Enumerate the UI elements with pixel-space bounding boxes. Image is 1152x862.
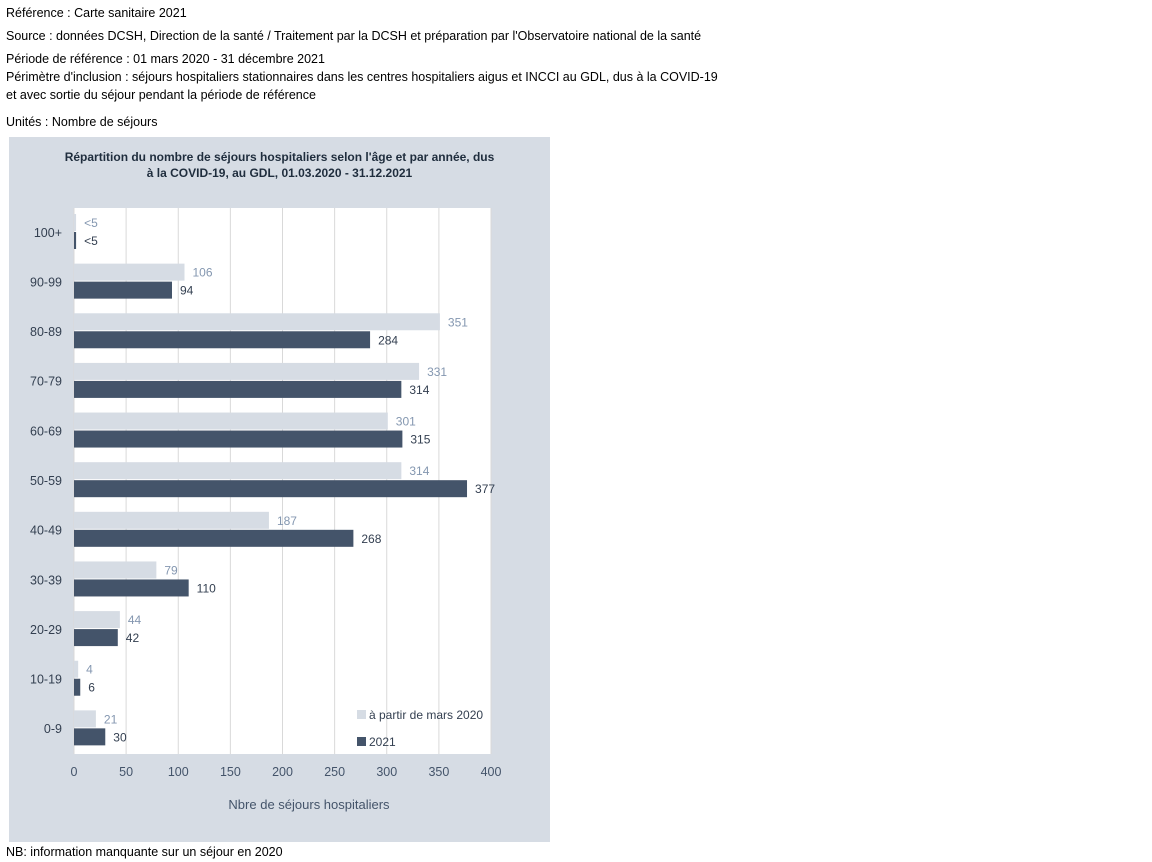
bar-2021 bbox=[74, 430, 403, 448]
data-label-2020: 187 bbox=[277, 514, 297, 528]
data-label-2020: 351 bbox=[448, 315, 468, 329]
data-label-2020: 106 bbox=[193, 266, 213, 280]
y-category-label: 60-69 bbox=[30, 424, 62, 438]
bar-2021 bbox=[74, 529, 354, 547]
legend-swatch-2021 bbox=[357, 737, 366, 746]
x-tick-label: 0 bbox=[71, 765, 78, 779]
scope-line-2: et avec sortie du séjour pendant la péri… bbox=[6, 88, 316, 102]
data-label-2020: 44 bbox=[128, 613, 142, 627]
y-category-label: 50-59 bbox=[30, 474, 62, 488]
data-label-2020: 79 bbox=[164, 563, 178, 577]
data-label-2021: 314 bbox=[409, 383, 429, 397]
bar-2020 bbox=[74, 660, 79, 678]
x-tick-label: 350 bbox=[428, 765, 449, 779]
y-category-label: 90-99 bbox=[30, 275, 62, 289]
source-line: Source : données DCSH, Direction de la s… bbox=[6, 29, 702, 43]
bar-2020 bbox=[74, 313, 440, 331]
x-tick-label: 250 bbox=[324, 765, 345, 779]
x-axis-label: Nbre de séjours hospitaliers bbox=[228, 797, 390, 812]
bar-2020 bbox=[74, 462, 402, 480]
data-label-2020: 301 bbox=[396, 415, 416, 429]
bar-2021 bbox=[74, 480, 468, 498]
bar-2021 bbox=[74, 579, 189, 597]
bar-2021 bbox=[74, 232, 77, 249]
bar-2020 bbox=[74, 263, 185, 281]
data-label-2021: 30 bbox=[113, 730, 127, 744]
bar-2021 bbox=[74, 678, 81, 696]
legend-label-2021: 2021 bbox=[369, 735, 396, 749]
y-category-label: 10-19 bbox=[30, 673, 62, 687]
bar-2021 bbox=[74, 281, 172, 299]
chart-frame: Répartition du nombre de séjours hospita… bbox=[9, 137, 550, 842]
legend-swatch-2020 bbox=[357, 710, 366, 719]
x-tick-label: 100 bbox=[168, 765, 189, 779]
data-label-2020: 331 bbox=[427, 365, 447, 379]
y-category-label: 80-89 bbox=[30, 325, 62, 339]
data-label-2021: 315 bbox=[410, 433, 430, 447]
x-tick-label: 400 bbox=[481, 765, 502, 779]
y-category-label: 40-49 bbox=[30, 524, 62, 538]
bar-2020 bbox=[74, 611, 120, 629]
data-label-2020: <5 bbox=[84, 216, 98, 230]
period-line: Période de référence : 01 mars 2020 - 31… bbox=[6, 52, 325, 66]
bar-2020 bbox=[74, 511, 269, 529]
bar-2021 bbox=[74, 331, 371, 349]
footnote: NB: information manquante sur un séjour … bbox=[6, 845, 283, 859]
chart-title-line-2: à la COVID-19, au GDL, 01.03.2020 - 31.1… bbox=[146, 166, 413, 180]
scope-line-1: Périmètre d'inclusion : séjours hospital… bbox=[6, 70, 718, 84]
chart-title: Répartition du nombre de séjours hospita… bbox=[9, 149, 550, 181]
y-category-label: 20-29 bbox=[30, 623, 62, 637]
data-label-2021: 284 bbox=[378, 333, 398, 347]
data-label-2020: 21 bbox=[104, 712, 118, 726]
bar-2021 bbox=[74, 380, 402, 398]
data-label-2021: 6 bbox=[88, 681, 95, 695]
bar-2020 bbox=[74, 412, 388, 430]
data-label-2021: 268 bbox=[361, 532, 381, 546]
y-category-label: 70-79 bbox=[30, 375, 62, 389]
bar-2020 bbox=[74, 362, 420, 380]
bar-2020 bbox=[74, 710, 96, 728]
bar-2021 bbox=[74, 629, 118, 647]
x-tick-label: 300 bbox=[376, 765, 397, 779]
bar-chart: 0 50 100 150 200 250 300 350 400 100+ <5 <5 90-99 106… bbox=[30, 208, 502, 779]
data-label-2020: 314 bbox=[409, 464, 429, 478]
y-category-label: 0-9 bbox=[44, 722, 62, 736]
units-line: Unités : Nombre de séjours bbox=[6, 115, 158, 129]
x-tick-label: 150 bbox=[220, 765, 241, 779]
data-label-2021: 42 bbox=[126, 631, 140, 645]
data-label-2021: <5 bbox=[84, 234, 98, 248]
y-category-label: 30-39 bbox=[30, 573, 62, 587]
reference-line: Référence : Carte sanitaire 2021 bbox=[6, 6, 187, 20]
bar-2021 bbox=[74, 728, 106, 746]
legend-label-2020: à partir de mars 2020 bbox=[369, 708, 483, 722]
data-label-2021: 94 bbox=[180, 284, 194, 298]
x-tick-label: 50 bbox=[119, 765, 133, 779]
y-category-label: 100+ bbox=[34, 226, 62, 240]
data-label-2020: 4 bbox=[86, 663, 93, 677]
x-tick-label: 200 bbox=[272, 765, 293, 779]
data-label-2021: 110 bbox=[197, 581, 216, 595]
data-label-2021: 377 bbox=[475, 482, 495, 496]
bar-2020 bbox=[74, 561, 157, 579]
chart-title-line-1: Répartition du nombre de séjours hospita… bbox=[64, 150, 495, 164]
bar-2020 bbox=[74, 214, 77, 231]
